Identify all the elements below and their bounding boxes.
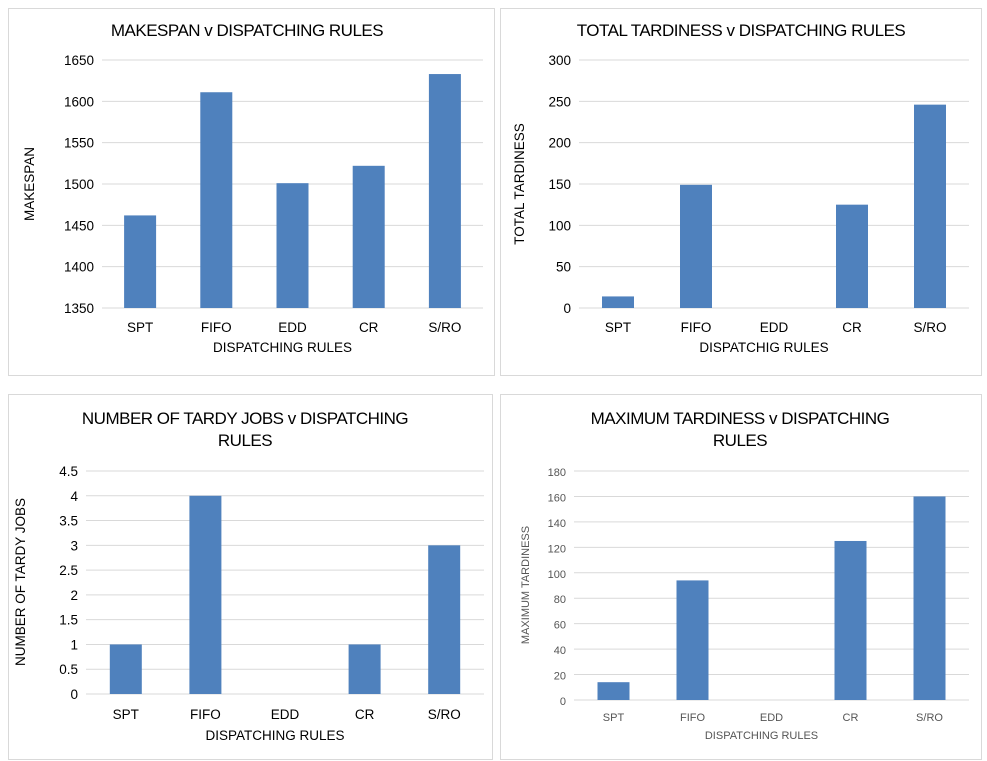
x-category-label: CR (359, 320, 379, 335)
bar-sro (914, 104, 946, 308)
x-category-label: SPT (127, 320, 153, 335)
y-tick-label: 1.5 (59, 613, 78, 628)
bar-fifo (680, 184, 712, 308)
bar-spt (602, 296, 634, 308)
y-tick-label: 1550 (64, 136, 94, 151)
bar-spt (109, 644, 142, 694)
bar-spt (124, 215, 157, 308)
bar-sro (913, 496, 946, 700)
y-tick-label: 100 (548, 218, 571, 233)
y-tick-label: 0.5 (59, 662, 78, 677)
y-tick-label: 100 (548, 569, 566, 581)
x-category-label: S/RO (428, 320, 461, 335)
x-category-label: S/RO (428, 707, 461, 722)
bar-fifo (189, 495, 222, 694)
total-tardiness-chart-panel: 0 50 100 150 200 250 300 SPT FIFO EDD CR S/RO TOTAL … (500, 8, 982, 376)
x-axis-label: DISPATCHING RULES (213, 340, 352, 355)
chart-title: MAKESPAN v DISPATCHING RULES (111, 21, 383, 40)
x-category-label: EDD (760, 712, 783, 724)
bar-sro (428, 545, 461, 694)
x-category-label: FIFO (681, 320, 712, 335)
y-tick-label: 180 (548, 467, 566, 479)
y-tick-label: 4.5 (59, 464, 78, 479)
x-category-label: SPT (603, 712, 625, 724)
bar-spt (597, 682, 630, 700)
maximum-tardiness-chart: 0 20 40 60 80 100 120 140 160 180 SPT FIFO EDD CR S/RO… (520, 409, 969, 742)
y-tick-label: 2.5 (59, 563, 78, 578)
bar-cr (352, 165, 385, 308)
x-category-label: EDD (278, 320, 307, 335)
chart-title: RULES (713, 431, 767, 450)
y-tick-label: 1500 (64, 177, 94, 192)
y-tick-label: 160 (548, 492, 566, 504)
bar-cr (834, 540, 867, 700)
y-tick-label: 1600 (64, 94, 94, 109)
chart-title: NUMBER OF TARDY JOBS v DISPATCHING (82, 409, 408, 428)
x-category-label: EDD (271, 707, 300, 722)
total-tardiness-chart: 0 50 100 150 200 250 300 SPT FIFO EDD CR S/RO TOTAL … (512, 21, 969, 355)
bar-fifo (200, 92, 233, 309)
y-tick-label: 300 (548, 53, 571, 68)
y-tick-label: 3.5 (59, 514, 78, 529)
y-tick-label: 80 (554, 594, 566, 606)
y-tick-label: 140 (548, 518, 566, 530)
x-category-label: CR (843, 712, 859, 724)
tardy-jobs-chart: 0 0.5 1 1.5 2 2.5 3 3.5 4 4.5 SPT FIFO EDD CR S/RO NUMB… (13, 409, 484, 743)
x-axis-label: DISPATCHIG RULES (699, 340, 828, 355)
y-tick-label: 120 (548, 543, 566, 555)
y-tick-label: 2 (70, 588, 78, 603)
y-tick-label: 0 (70, 687, 78, 702)
y-tick-label: 150 (548, 177, 571, 192)
y-axis-label: NUMBER OF TARDY JOBS (13, 498, 28, 666)
y-tick-label: 1350 (64, 301, 94, 316)
x-category-label: S/RO (916, 712, 943, 724)
bar-cr (348, 644, 381, 694)
x-axis-label: DISPATCHING RULES (705, 730, 818, 742)
y-axis-label: TOTAL TARDINESS (512, 123, 527, 245)
y-tick-label: 1450 (64, 218, 94, 233)
y-tick-label: 250 (548, 94, 571, 109)
x-category-label: FIFO (190, 707, 221, 722)
bar-edd (276, 183, 309, 308)
x-category-label: FIFO (201, 320, 232, 335)
x-category-label: EDD (760, 320, 789, 335)
chart-title: MAXIMUM TARDINESS v DISPATCHING (591, 409, 890, 428)
tardy-jobs-chart-panel: 0 0.5 1 1.5 2 2.5 3 3.5 4 4.5 SPT FIFO EDD CR S/RO NUMB… (8, 394, 493, 760)
x-category-label: CR (355, 707, 375, 722)
y-tick-label: 20 (554, 671, 566, 683)
y-tick-label: 0 (563, 301, 571, 316)
maximum-tardiness-chart-panel: 0 20 40 60 80 100 120 140 160 180 SPT FIFO EDD CR S/RO… (500, 394, 982, 760)
x-axis-label: DISPATCHING RULES (205, 728, 344, 743)
y-tick-label: 4 (70, 489, 78, 504)
y-tick-label: 60 (554, 620, 566, 632)
chart-title: RULES (218, 431, 272, 450)
bar-sro (428, 74, 461, 308)
y-tick-label: 200 (548, 136, 571, 151)
chart-title: TOTAL TARDINESS v DISPATCHING RULES (577, 21, 906, 40)
y-tick-label: 1400 (64, 260, 94, 275)
x-category-label: FIFO (680, 712, 705, 724)
y-tick-label: 1650 (64, 53, 94, 68)
x-category-label: SPT (605, 320, 631, 335)
makespan-chart-panel: 1350 1400 1450 1500 1550 1600 1650 SPT FIFO EDD CR… (8, 8, 495, 376)
x-category-label: SPT (113, 707, 139, 722)
y-tick-label: 0 (560, 696, 566, 708)
y-axis-label: MAXIMUM TARDINESS (520, 526, 532, 644)
makespan-chart: 1350 1400 1450 1500 1550 1600 1650 SPT FIFO EDD CR… (22, 21, 483, 355)
y-tick-label: 3 (70, 538, 78, 553)
y-axis-label: MAKESPAN (22, 147, 37, 221)
y-tick-label: 50 (556, 260, 571, 275)
x-category-label: S/RO (913, 320, 946, 335)
y-tick-label: 1 (70, 637, 78, 652)
bar-fifo (676, 580, 709, 700)
bar-cr (836, 204, 868, 308)
x-category-label: CR (842, 320, 862, 335)
y-tick-label: 40 (554, 645, 566, 657)
